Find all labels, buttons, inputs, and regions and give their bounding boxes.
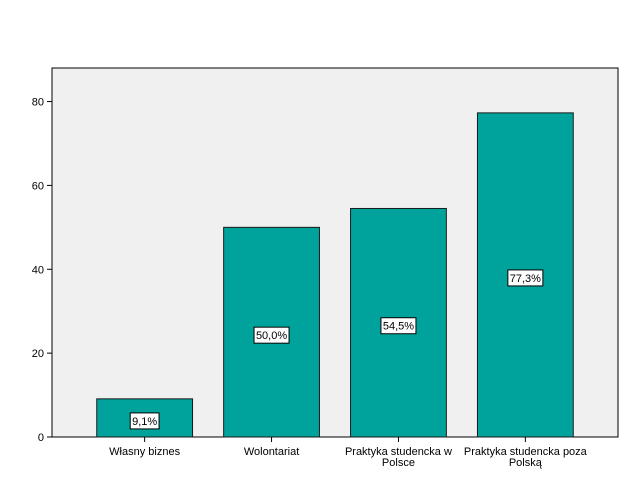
- data-label-box: [129, 412, 160, 430]
- data-label: 77,3%: [510, 273, 541, 285]
- data-label: 54,5%: [383, 321, 414, 333]
- data-label-box: [380, 317, 417, 335]
- y-tick-label: 80: [32, 97, 44, 109]
- y-axis: 0 20 40 60 80: [32, 97, 52, 444]
- data-label-box: [253, 326, 290, 344]
- x-tick-label: Praktyka studencka w: [345, 446, 452, 458]
- x-tick-label: Polsce: [382, 457, 415, 469]
- x-tick-label: Praktyka studencka poza: [464, 446, 588, 458]
- x-tick-label: Polską: [509, 457, 543, 469]
- y-tick-label: 0: [38, 432, 44, 444]
- x-tick-label: Wolontariat: [244, 446, 299, 458]
- x-tick-label: Własny biznes: [109, 446, 180, 458]
- y-tick-label: 60: [32, 180, 44, 192]
- y-tick-label: 20: [32, 348, 44, 360]
- data-label: 50,0%: [256, 330, 287, 342]
- bars-group: 9,1% 50,0% 54,5% 77,3%: [96, 112, 574, 438]
- y-tick-label: 40: [32, 264, 44, 276]
- data-label-box: [507, 269, 544, 287]
- x-axis: Własny biznes Wolontariat Praktyka studenc…: [109, 437, 588, 469]
- data-label: 9,1%: [132, 416, 157, 428]
